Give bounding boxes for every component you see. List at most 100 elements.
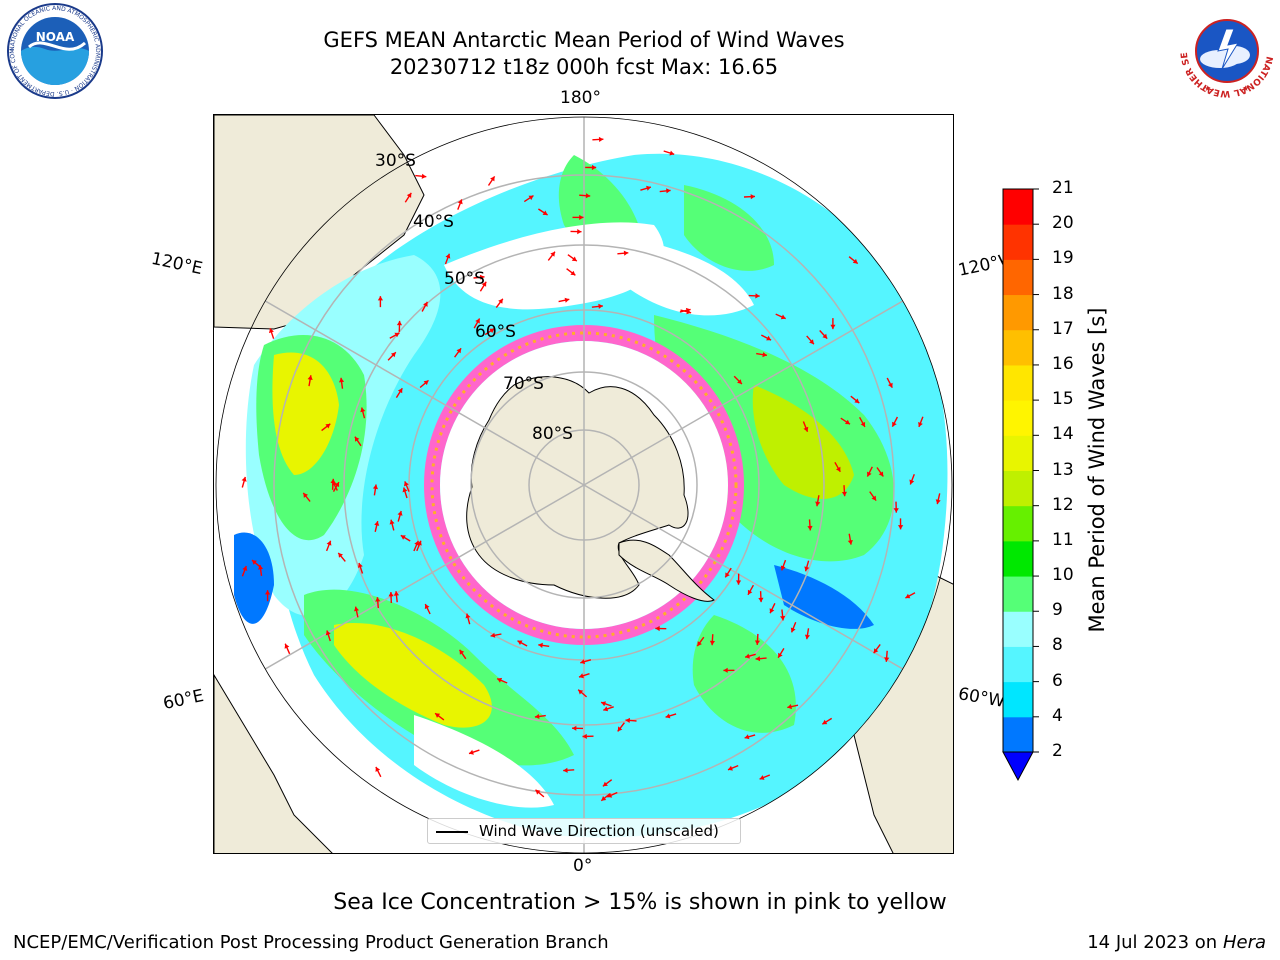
wave-direction-arrowhead: [878, 471, 884, 477]
wave-direction-arrowhead: [397, 388, 403, 394]
wave-direction-arrowhead: [242, 566, 248, 571]
colorbar-tick-label: 20: [1052, 213, 1074, 234]
colorbar-segment: [1003, 681, 1033, 718]
wave-direction-arrowhead: [396, 320, 403, 326]
latitude-label-40s: 40°S: [413, 212, 454, 232]
wave-direction-arrowhead: [465, 613, 471, 619]
wave-direction-arrowhead: [535, 789, 541, 795]
wave-direction-arrowhead: [736, 580, 742, 585]
wave-direction-arrowhead: [607, 792, 613, 798]
wave-direction-arrowhead: [747, 589, 753, 595]
colorbar-tick-label: 12: [1052, 494, 1074, 515]
wave-direction-arrowhead: [330, 478, 336, 484]
wave-direction-arrowhead: [617, 726, 623, 732]
wave-direction-arrowhead: [847, 540, 853, 545]
wave-direction-arrowhead: [766, 335, 772, 341]
svg-text:★: ★: [1204, 84, 1211, 93]
wave-direction-arrowhead: [759, 775, 765, 780]
wave-direction-arrowhead: [490, 176, 495, 182]
wave-direction-arrowhead: [459, 649, 465, 655]
colorbar-tick-label: 6: [1052, 670, 1063, 691]
wave-direction-arrowhead: [787, 704, 792, 710]
colorbar-segment: [1003, 540, 1033, 577]
wave-direction-arrowhead: [497, 677, 503, 683]
colorbar-segment: [1003, 576, 1033, 612]
wave-direction-arrowhead: [258, 565, 264, 570]
wave-direction-arrowhead: [898, 525, 904, 530]
colorbar-extend-arrow: [1002, 751, 1034, 782]
colorbar-tick-label: 21: [1052, 178, 1074, 198]
colorbar-segment: [1003, 435, 1033, 471]
colorbar-tick-label: 19: [1052, 248, 1074, 269]
wave-direction-arrowhead: [338, 552, 343, 558]
wave-direction-arrowhead: [686, 309, 692, 315]
wave-direction-arrowhead: [625, 717, 630, 723]
colorbar-segment: [1003, 259, 1033, 296]
wave-direction-arrowhead: [402, 487, 408, 493]
wave-direction-arrowhead: [577, 229, 582, 235]
wave-direction-arrowhead: [580, 659, 586, 665]
wave-direction-arrowhead: [750, 194, 755, 200]
wave-direction-arrowhead: [666, 188, 671, 194]
wave-direction-arrowhead: [852, 258, 858, 264]
wave-direction-arrowhead: [498, 298, 503, 304]
wave-direction-arrowhead: [397, 511, 403, 516]
wave-direction-arrowhead: [665, 713, 671, 719]
wave-direction-arrowhead: [803, 426, 809, 432]
wave-direction-arrowhead: [534, 713, 540, 719]
wave-direction-arrowhead: [571, 256, 577, 262]
wind-wave-arrows: [241, 136, 941, 802]
wave-direction-arrowhead: [602, 781, 608, 787]
wave-direction-arrowhead: [892, 421, 897, 427]
colorbar-segment: [1003, 329, 1033, 366]
wave-direction-arrowhead: [725, 572, 730, 578]
latitude-label-80s: 80°S: [532, 424, 573, 444]
colorbar-segment: [1003, 224, 1033, 260]
wave-direction-arrowhead: [265, 590, 271, 595]
wave-direction-arrowhead: [780, 565, 786, 571]
wave-direction-arrowhead: [744, 734, 750, 740]
legend-line-icon: [436, 831, 468, 833]
colorbar-segment: [1003, 646, 1033, 683]
wave-direction-arrowhead: [400, 535, 406, 540]
wave-direction-arrowhead: [582, 733, 587, 739]
colorbar-tick-label: 16: [1052, 353, 1074, 374]
wave-direction-arrowhead: [728, 765, 733, 771]
wave-direction-arrowhead: [780, 314, 786, 320]
wave-direction-arrowhead: [325, 630, 331, 636]
wave-direction-arrowhead: [303, 492, 308, 498]
colorbar-tick-label: 15: [1052, 389, 1074, 410]
wave-direction-arrowhead: [564, 297, 570, 303]
wave-direction-arrowhead: [326, 540, 332, 546]
wave-direction-arrowhead: [538, 642, 543, 648]
wave-direction-arrowhead: [388, 592, 394, 597]
latitude-label-70s: 70°S: [503, 374, 544, 394]
wave-direction-arrowhead: [490, 632, 496, 638]
wave-direction-arrowhead: [867, 471, 872, 477]
wave-direction-arrowhead: [758, 597, 764, 603]
colorbar-tick-label: 2: [1052, 741, 1063, 761]
wave-direction-arrowhead: [357, 563, 363, 568]
wave-direction-arrowhead: [435, 713, 441, 718]
wave-direction-arrowhead: [542, 210, 548, 215]
noaa-logo-icon: NATIONAL OCEANIC AND ATMOSPHERIC ADMINIS…: [5, 3, 103, 99]
wave-direction-arrowhead: [241, 476, 247, 482]
map-title: GEFS MEAN Antarctic Mean Period of Wind …: [323, 28, 845, 52]
antarctica-land: [466, 376, 689, 599]
wave-direction-arrowhead: [375, 597, 381, 602]
wave-direction-arrowhead: [935, 499, 941, 505]
wave-direction-arrowhead: [334, 482, 340, 488]
meridian-label-0: 0°: [573, 856, 593, 876]
wave-direction-arrowhead: [579, 673, 584, 679]
wave-direction-arrowhead: [339, 377, 345, 383]
colorbar-tick-label: 18: [1052, 283, 1074, 304]
legend-label: Wind Wave Direction (unscaled): [479, 822, 719, 840]
wave-direction-arrowhead: [755, 293, 760, 299]
wave-direction-arrowhead: [307, 375, 313, 380]
meridian-label-60e: 60°E: [161, 685, 206, 715]
colorbar-segment: [1003, 716, 1033, 753]
wave-direction-arrowhead: [815, 501, 821, 507]
wave-direction-arrowhead: [888, 382, 893, 388]
colorbar-segment: [1003, 400, 1033, 436]
meridian-gridlines: [233, 117, 935, 853]
